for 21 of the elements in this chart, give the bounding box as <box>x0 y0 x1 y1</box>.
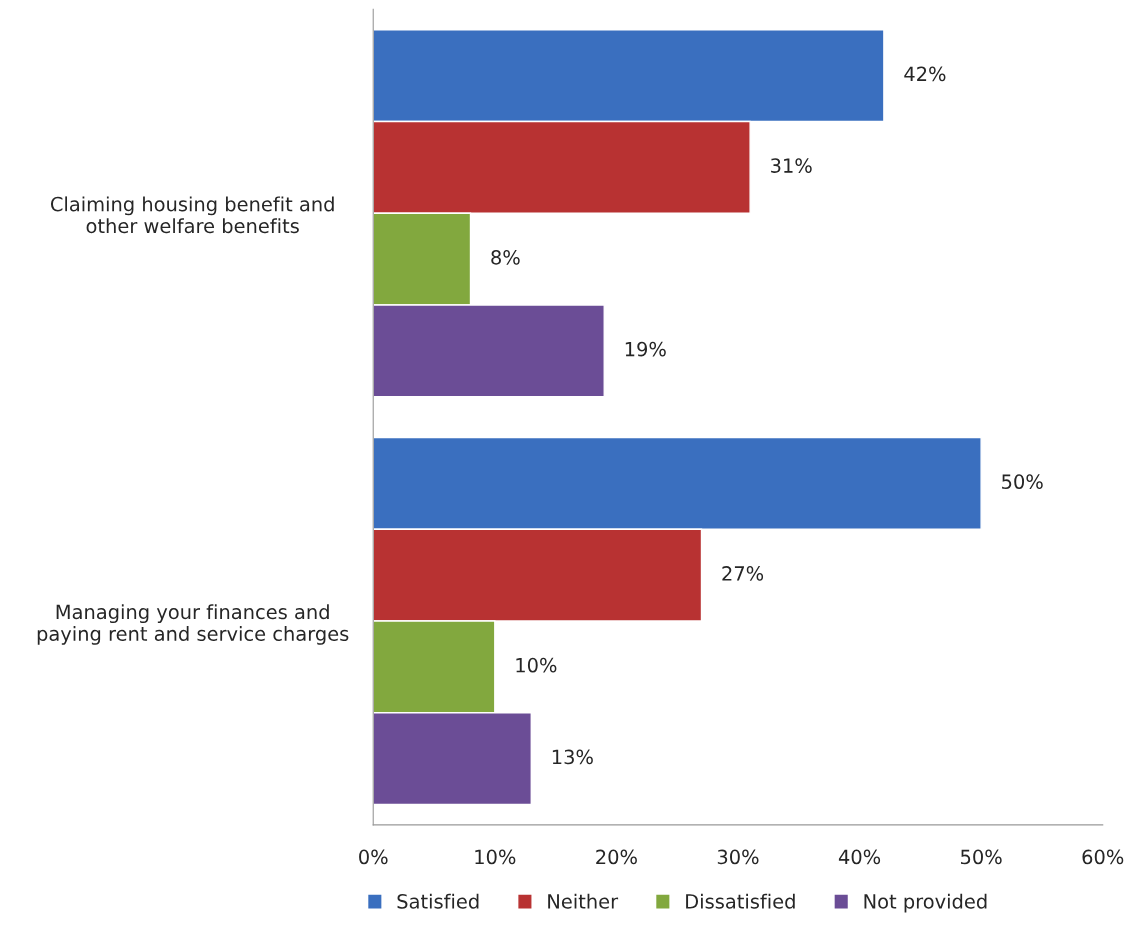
legend-label: Not provided <box>864 893 987 913</box>
x-tick-label: 20% <box>596 849 637 865</box>
legend-label: Dissatisfied <box>686 893 795 909</box>
data-label: 42% <box>904 66 946 82</box>
data-label: 8% <box>491 250 520 265</box>
x-tick-label: 10% <box>475 849 516 865</box>
y-tick-label: Claiming housing benefit and other welfare benefits <box>50 196 334 234</box>
data-label: 13% <box>552 749 593 765</box>
legend-label: Neither <box>548 893 619 909</box>
y-tick-label: Managing your finances and paying rent and service charges <box>37 604 349 645</box>
x-tick-label: 60% <box>1082 849 1124 865</box>
data-label: 10% <box>516 657 557 673</box>
data-label: 50% <box>1002 474 1043 490</box>
x-tick-label: 40% <box>838 849 881 865</box>
data-label: 27% <box>722 566 764 581</box>
data-label: 19% <box>625 341 666 357</box>
data-label: 31% <box>771 158 812 173</box>
x-tick-label: 50% <box>961 849 1002 865</box>
legend-label: Satisfied <box>397 893 479 909</box>
x-tick-label: 30% <box>717 849 759 865</box>
x-tick-label: 0% <box>359 849 388 865</box>
